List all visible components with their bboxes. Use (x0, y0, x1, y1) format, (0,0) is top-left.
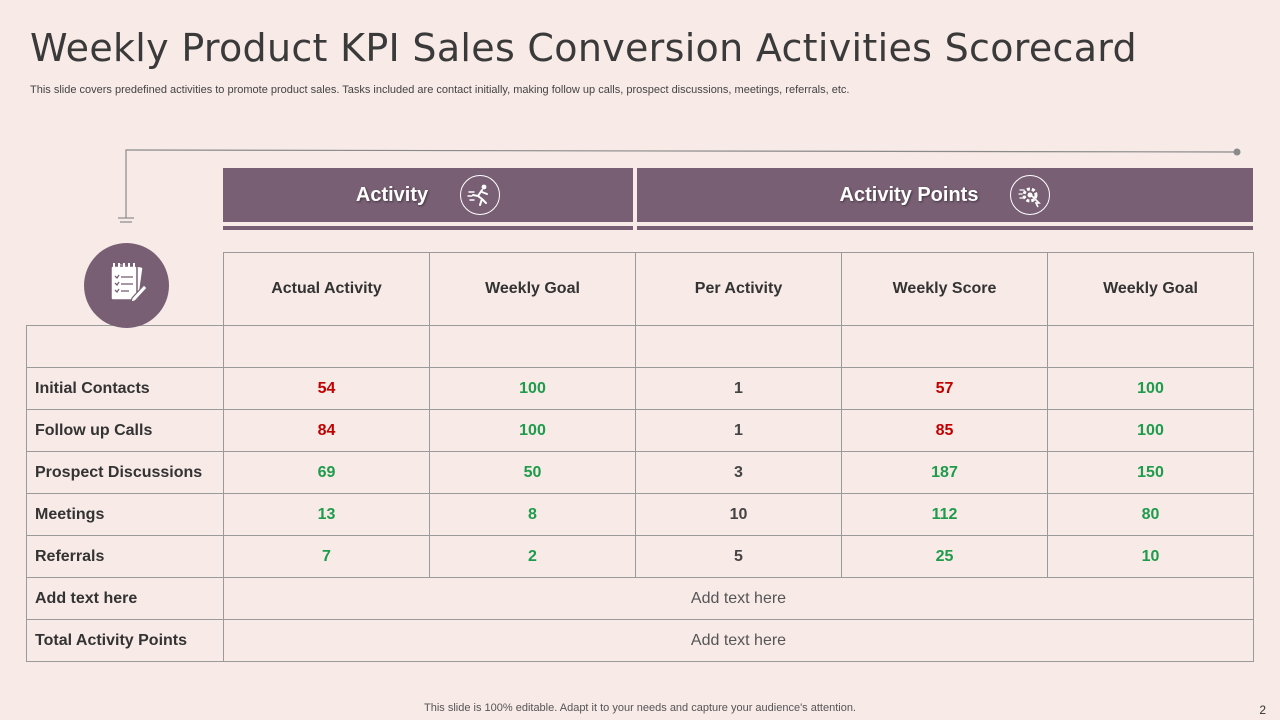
table-cell (223, 325, 430, 368)
table-cell: 1 (635, 367, 842, 410)
table-cell: 69 (223, 451, 430, 494)
table-cell: 8 (429, 493, 636, 536)
blank-row (26, 325, 1254, 368)
activity-points-header-underline (637, 226, 1253, 230)
checklist-badge (84, 243, 169, 328)
total-cell: Add text here (223, 619, 1254, 662)
row-label: Prospect Discussions (26, 451, 224, 494)
row-label: Follow up Calls (26, 409, 224, 452)
table-cell: 80 (1047, 493, 1254, 536)
table-cell: 50 (429, 451, 636, 494)
table-cell: 85 (841, 409, 1048, 452)
activity-points-header: Activity Points (637, 168, 1253, 222)
total-row: Total Activity Points Add text here (26, 619, 1254, 662)
checklist-notepad-icon (102, 258, 152, 313)
add-text-row: Add text here Add text here (26, 577, 1254, 620)
table-cell: 3 (635, 451, 842, 494)
row-label: Initial Contacts (26, 367, 224, 410)
row-label: Add text here (26, 577, 224, 620)
table-row: Referrals 7 2 5 25 10 (26, 535, 1254, 578)
table-cell (841, 325, 1048, 368)
table-cell: 25 (841, 535, 1048, 578)
table-row: Prospect Discussions 69 50 3 187 150 (26, 451, 1254, 494)
table-cell: 10 (635, 493, 842, 536)
table-row: Meetings 13 8 10 112 80 (26, 493, 1254, 536)
column-header: Actual Activity (223, 252, 430, 326)
page-title: Weekly Product KPI Sales Conversion Acti… (30, 26, 1137, 70)
row-label: Meetings (26, 493, 224, 536)
table-cell: 7 (223, 535, 430, 578)
table-cell: 5 (635, 535, 842, 578)
activity-points-header-label: Activity Points (839, 183, 979, 206)
table-cell: 84 (223, 409, 430, 452)
column-header: Weekly Score (841, 252, 1048, 326)
table-cell: 54 (223, 367, 430, 410)
add-text-cell: Add text here (223, 577, 1254, 620)
table-cell (635, 325, 842, 368)
gear-cursor-icon (1010, 175, 1051, 215)
scorecard-table: Actual Activity Weekly Goal Per Activity… (26, 252, 1254, 662)
table-cell: 112 (841, 493, 1048, 536)
table-cell (429, 325, 636, 368)
activity-header-underline (223, 226, 633, 230)
activity-header-label: Activity (355, 183, 429, 206)
row-label: Total Activity Points (26, 619, 224, 662)
column-header: Per Activity (635, 252, 842, 326)
table-cell (26, 325, 224, 368)
connector-line (118, 148, 1241, 223)
table-header-row: Actual Activity Weekly Goal Per Activity… (27, 252, 1254, 326)
running-person-icon (460, 175, 501, 215)
column-header: Weekly Goal (429, 252, 636, 326)
table-cell (1047, 325, 1254, 368)
table-cell: 150 (1047, 451, 1254, 494)
footer-note: This slide is 100% editable. Adapt it to… (424, 702, 856, 714)
table-cell: 57 (841, 367, 1048, 410)
table-row: Follow up Calls 84 100 1 85 100 (26, 409, 1254, 452)
table-cell: 100 (1047, 367, 1254, 410)
page-number: 2 (1259, 703, 1266, 717)
table-cell: 100 (429, 409, 636, 452)
table-cell: 100 (1047, 409, 1254, 452)
table-cell: 1 (635, 409, 842, 452)
table-cell: 187 (841, 451, 1048, 494)
table-cell: 100 (429, 367, 636, 410)
table-cell: 2 (429, 535, 636, 578)
table-row: Initial Contacts 54 100 1 57 100 (26, 367, 1254, 410)
row-label: Referrals (26, 535, 224, 578)
page-subtitle: This slide covers predefined activities … (30, 84, 850, 96)
column-header: Weekly Goal (1047, 252, 1254, 326)
activity-header: Activity (223, 168, 633, 222)
table-cell: 10 (1047, 535, 1254, 578)
table-cell: 13 (223, 493, 430, 536)
